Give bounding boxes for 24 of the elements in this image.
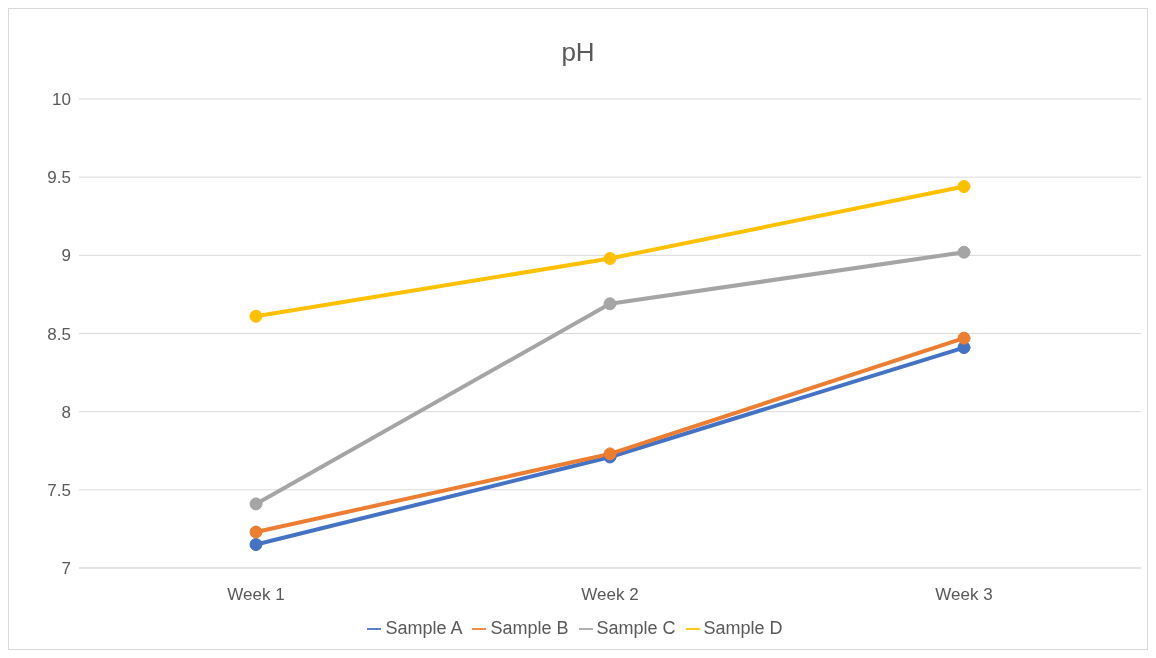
legend-label: Sample D <box>703 618 783 638</box>
x-tick-label: Week 3 <box>935 585 993 605</box>
legend-label: Sample C <box>596 618 676 638</box>
point <box>957 245 971 259</box>
point <box>249 538 263 552</box>
y-tick-label: 7.5 <box>47 480 71 500</box>
chart-title: pH <box>560 37 596 68</box>
y-tick-label: 8 <box>61 402 71 422</box>
x-tick-label: Week 1 <box>227 585 285 605</box>
point <box>249 309 263 323</box>
legend-label: Sample B <box>490 618 569 638</box>
point <box>249 525 263 539</box>
point <box>603 297 617 311</box>
y-tick-label: 7 <box>61 559 71 579</box>
point <box>249 497 263 511</box>
y-tick-label: 9 <box>61 246 71 266</box>
y-tick-label: 10 <box>52 90 71 110</box>
point <box>957 180 971 194</box>
y-tick-label: 9.5 <box>47 168 71 188</box>
legend-label: Sample A <box>385 618 463 638</box>
point <box>957 331 971 345</box>
x-tick-label: Week 2 <box>581 585 639 605</box>
y-tick-label: 8.5 <box>47 324 71 344</box>
point <box>603 251 617 265</box>
